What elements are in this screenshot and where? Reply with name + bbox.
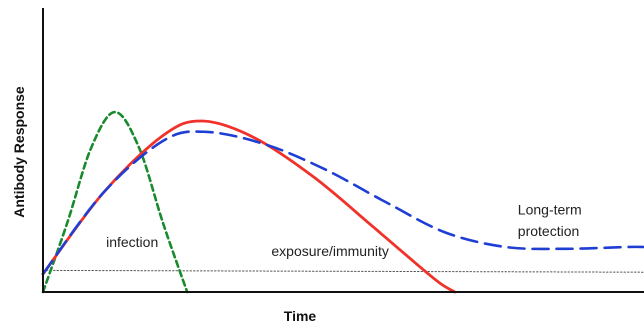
annotation-label: protection bbox=[518, 223, 579, 239]
y-axis-title: Antibody Response bbox=[11, 86, 27, 218]
annotation-label: exposure/immunity bbox=[271, 243, 389, 259]
series-line-baseline bbox=[42, 269, 644, 273]
series-line-infection bbox=[41, 110, 189, 294]
annotation-label: Long-term bbox=[518, 202, 582, 218]
plot-lines bbox=[41, 110, 644, 294]
annotation-label: infection bbox=[106, 234, 158, 250]
series-line-protection bbox=[41, 130, 644, 276]
x-axis-title: Time bbox=[284, 308, 317, 324]
series-line-exposure bbox=[41, 119, 457, 294]
annotation-labels: infection exposure/immunity Long-term prote… bbox=[106, 202, 582, 259]
